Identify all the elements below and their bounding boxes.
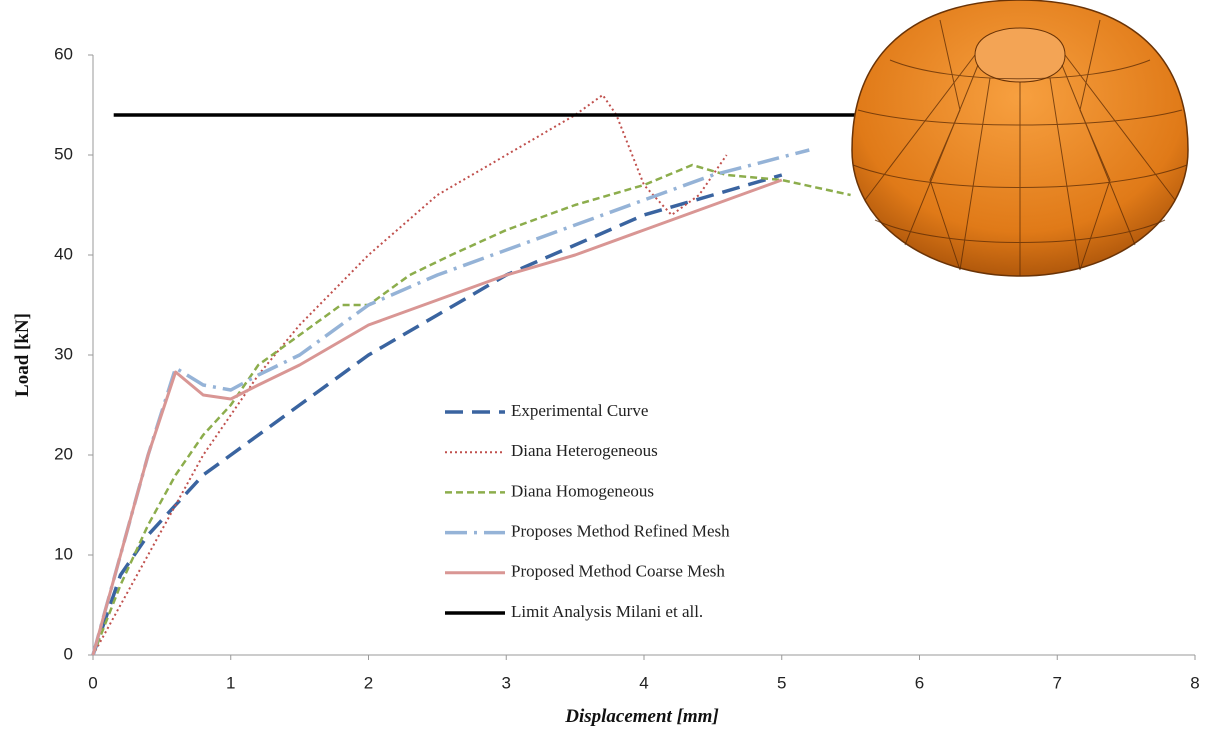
x-axis-label: Displacement [mm]	[564, 706, 719, 727]
x-tick-label: 4	[639, 673, 648, 692]
x-tick-label: 0	[88, 673, 97, 692]
x-tick-label: 7	[1053, 673, 1062, 692]
chart: 0 10 20 30 40 50 60 0 1 2 3 4 5 6 7 8 Experimental Curv…	[0, 0, 1207, 729]
y-tick-label: 50	[54, 144, 73, 163]
y-tick-label: 30	[54, 344, 73, 363]
series-line	[93, 180, 782, 655]
y-tick-label: 0	[64, 644, 73, 663]
x-tick-label: 3	[502, 673, 511, 692]
legend-label: Diana Heterogeneous	[511, 441, 658, 460]
dome-image	[852, 0, 1188, 276]
legend-label: Diana Homogeneous	[511, 481, 654, 500]
series-line	[93, 165, 851, 655]
x-tick-label: 1	[226, 673, 235, 692]
legend-label: Limit Analysis Milani et all.	[511, 602, 703, 621]
y-axis-label: Load [kN]	[12, 313, 33, 397]
x-tick-label: 6	[915, 673, 924, 692]
x-tick-label: 5	[777, 673, 786, 692]
legend-label: Proposes Method Refined Mesh	[511, 522, 730, 541]
legend-label: Proposed Method Coarse Mesh	[511, 562, 725, 581]
x-tick-label: 8	[1190, 673, 1199, 692]
y-tick-label: 40	[54, 244, 73, 263]
dome-opening	[975, 28, 1065, 82]
y-tick-label: 10	[54, 544, 73, 563]
y-tick-label: 20	[54, 444, 73, 463]
y-tick-label: 60	[54, 44, 73, 63]
legend-label: Experimental Curve	[511, 401, 648, 420]
x-tick-label: 2	[364, 673, 373, 692]
series-line	[93, 175, 782, 655]
legend: Experimental Curve Diana Heterogeneous Dia…	[445, 401, 730, 621]
